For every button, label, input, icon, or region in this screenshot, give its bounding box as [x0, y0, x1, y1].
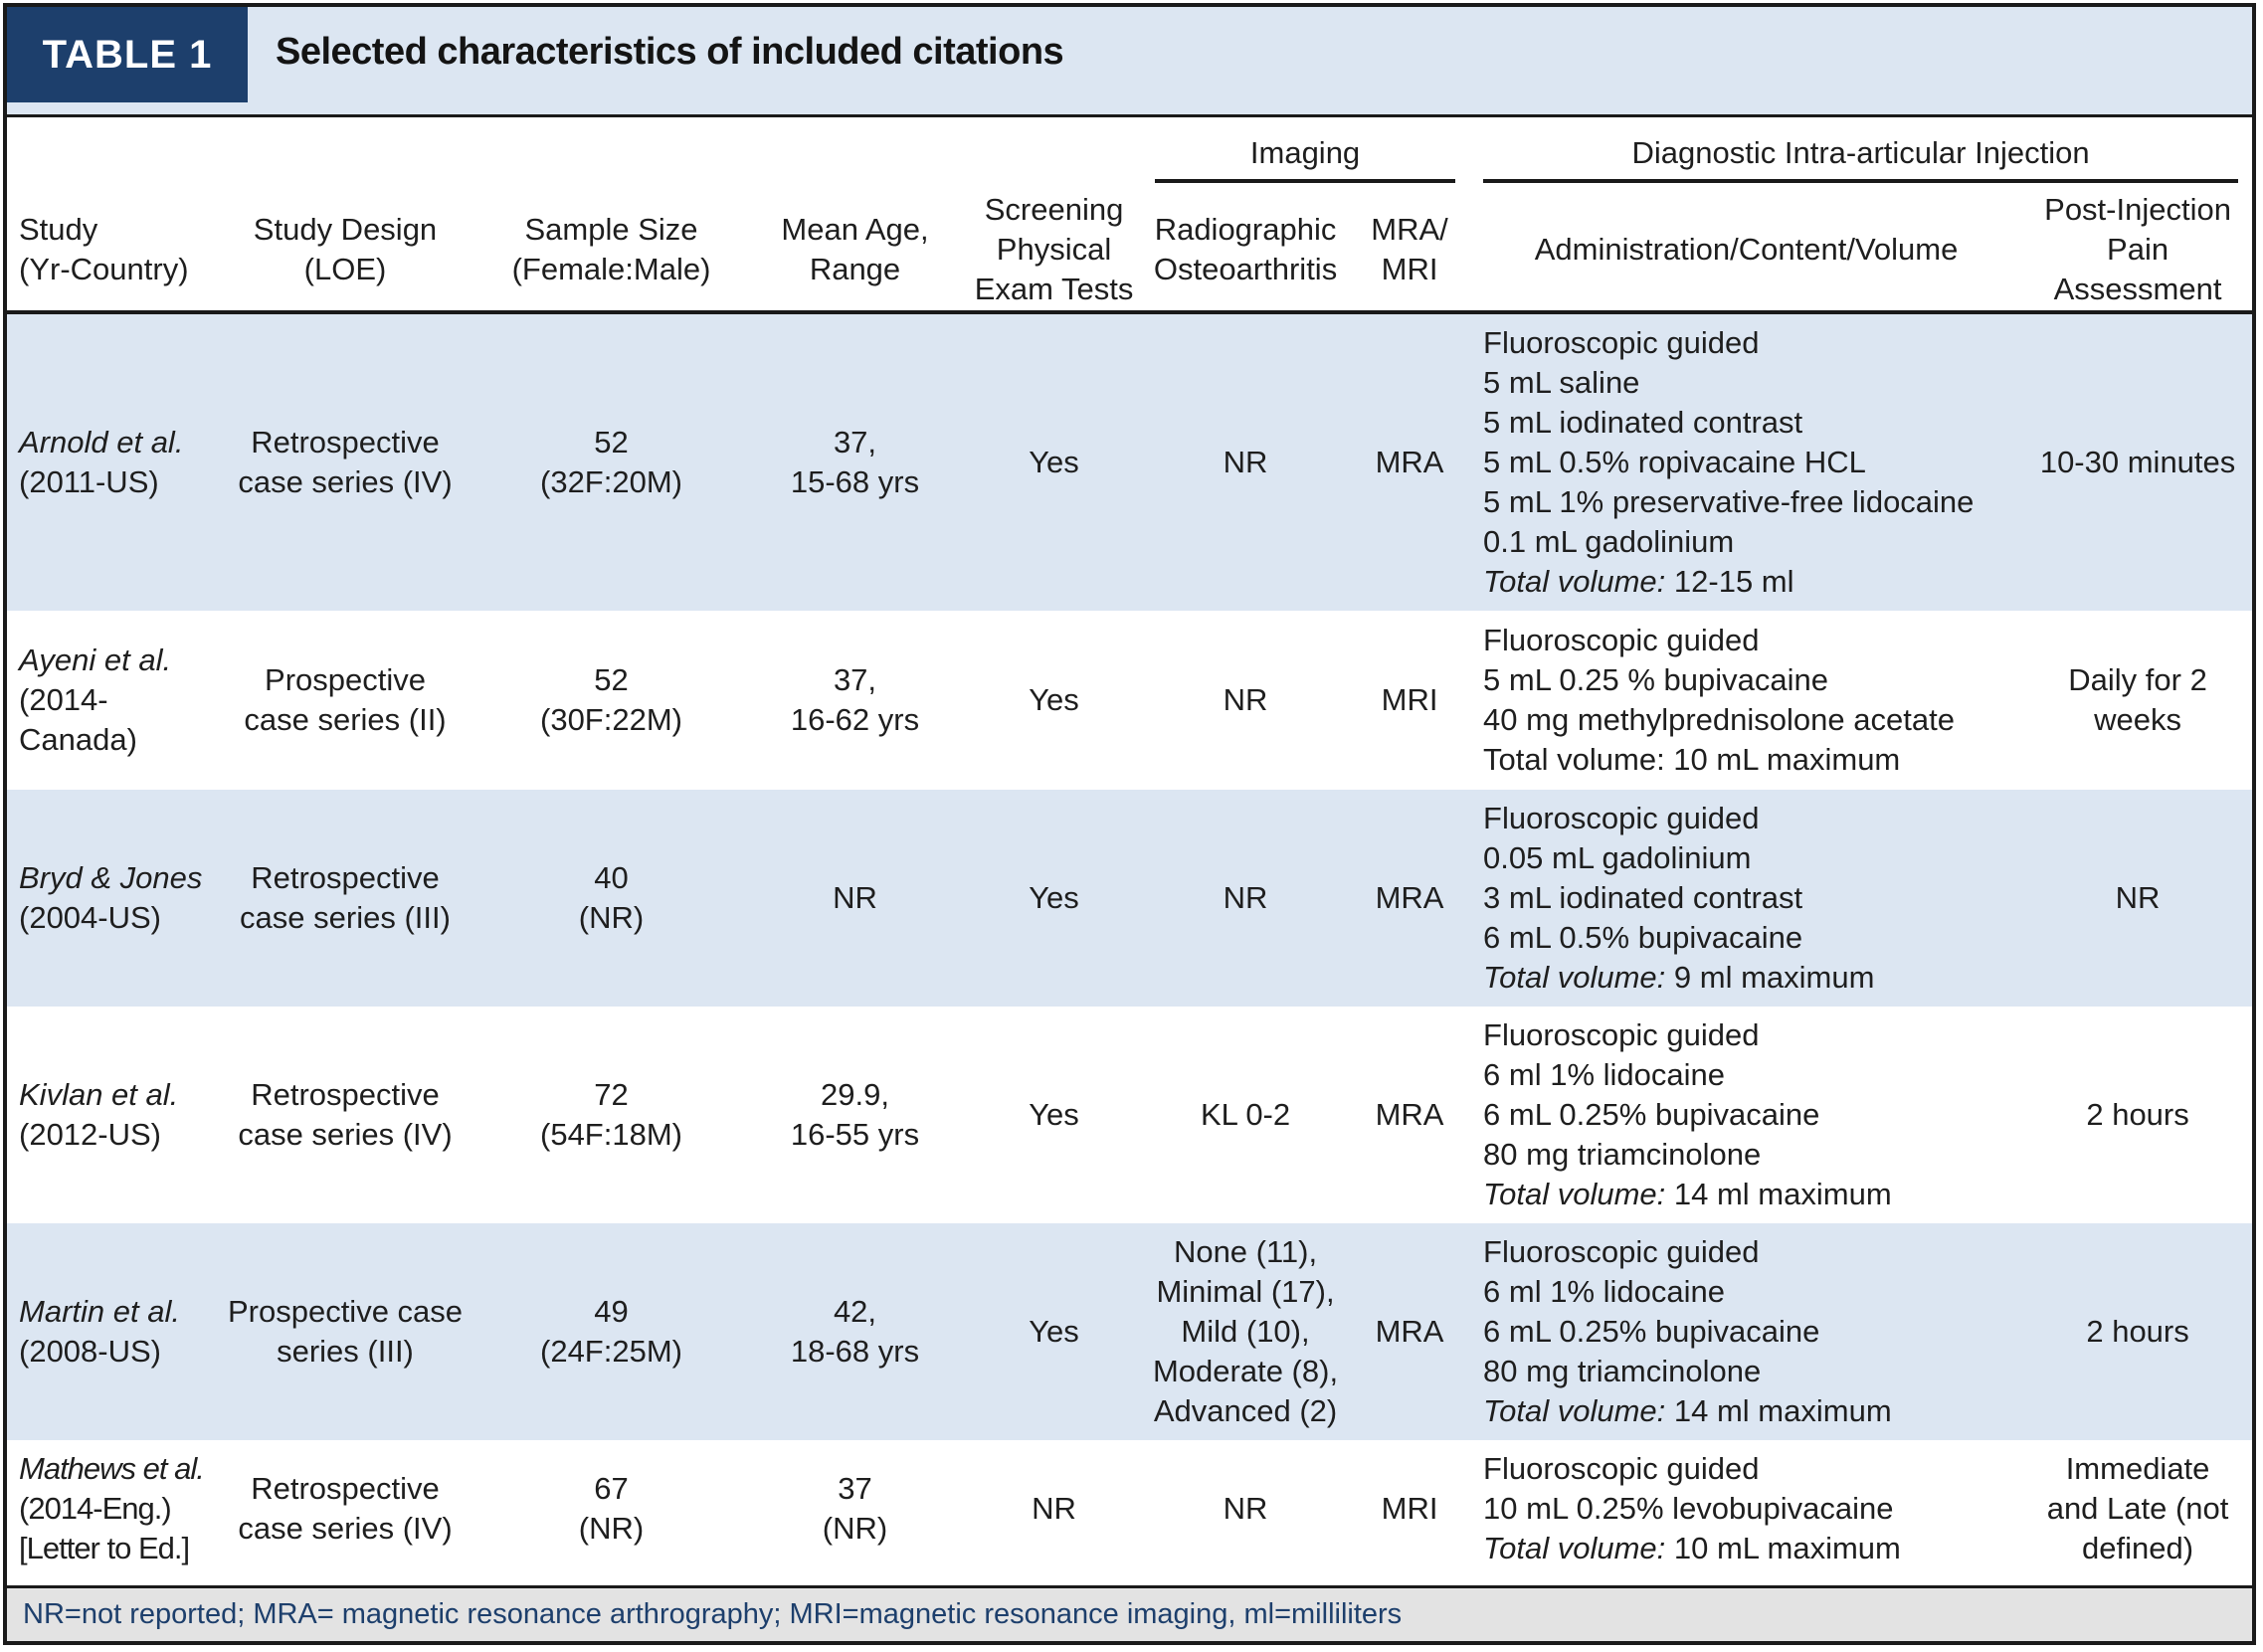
table-footnote: NR=not reported; MRA= magnetic resonance… [7, 1585, 2252, 1641]
sample-cell: 52 (30F:22M) [540, 662, 682, 737]
col-header-admin: Administration/Content/Volume [1469, 189, 2024, 314]
admin-cell: Fluoroscopic guided 0.05 mL gadolinium 3 … [1469, 790, 2024, 1007]
screening-cell: Yes [1029, 1097, 1079, 1132]
table-row: Mathews et al. (2014-Eng.) [Letter to Ed.]… [7, 1440, 2252, 1577]
admin-cell: Fluoroscopic guided 6 ml 1% lidocaine 6 m… [1483, 1017, 1892, 1211]
column-header-row: Study (Yr-Country) Study Design (LOE) Samp… [7, 189, 2253, 314]
injection-group-rule [1483, 179, 2239, 183]
post-cell: NR [2023, 790, 2253, 1007]
admin-cell: Fluoroscopic guided 5 mL saline 5 mL iodin… [1469, 312, 2024, 611]
injection-group-header: Diagnostic Intra-articular Injection [1469, 117, 2252, 189]
radiographic-cell: NR [1223, 682, 1268, 717]
col-header-screening: Screening Physical Exam Tests [967, 189, 1142, 314]
design-cell: Retrospective case series (IV) [238, 1077, 453, 1152]
mra-cell: MRA [1375, 1097, 1444, 1132]
radiographic-cell: NR [1141, 790, 1351, 1007]
admin-cell: Fluoroscopic guided 6 ml 1% lidocaine 6 m… [1469, 1223, 2024, 1440]
design-cell: Retrospective case series (III) [211, 790, 479, 1007]
study-cell: Kivlan et al. (2012-US) [19, 1077, 179, 1152]
col-header-design: Study Design (LOE) [211, 189, 479, 314]
sample-cell: 49 (24F:25M) [479, 1223, 743, 1440]
study-cell: Mathews et al. (2014-Eng.) [Letter to Ed.] [19, 1451, 205, 1565]
sample-cell: 67 (NR) [578, 1471, 645, 1546]
sample-cell: 72 (54F:18M) [540, 1077, 682, 1152]
mra-cell: MRI [1381, 1491, 1438, 1526]
col-header-post: Post-Injection Pain Assessment [2023, 189, 2253, 314]
post-cell: 2 hours [2023, 1223, 2253, 1440]
imaging-group-header: Imaging [1141, 117, 1469, 189]
design-cell: Retrospective case series (IV) [238, 1471, 453, 1546]
col-header-study: Study (Yr-Country) [7, 189, 211, 314]
radiographic-cell: None (11), Minimal (17), Mild (10), Modera… [1141, 1223, 1351, 1440]
screening-cell: Yes [967, 790, 1142, 1007]
title-bar: TABLE 1 Selected characteristics of incl… [7, 7, 2252, 117]
citations-table: Imaging Diagnostic Intra-articular Injec… [7, 117, 2253, 1577]
table-row: Ayeni et al. (2014-Canada) Prospective cas… [7, 611, 2252, 790]
design-cell: Prospective case series (III) [211, 1223, 479, 1440]
post-cell: 10-30 minutes [2023, 312, 2253, 611]
imaging-group-rule [1155, 179, 1456, 183]
age-cell: 37 (NR) [822, 1471, 888, 1546]
study-cell: Arnold et al. (2011-US) [7, 312, 211, 611]
table-title: Selected characteristics of included cit… [276, 31, 1064, 73]
sample-cell: 40 (NR) [479, 790, 743, 1007]
post-cell: Daily for 2 weeks [2068, 662, 2207, 737]
mra-cell: MRA [1350, 1223, 1470, 1440]
screening-cell: Yes [1029, 682, 1079, 717]
age-cell: 29.9, 16-55 yrs [790, 1077, 920, 1152]
admin-cell: Fluoroscopic guided 10 mL 0.25% levobupiv… [1483, 1451, 1901, 1565]
table-figure: TABLE 1 Selected characteristics of incl… [3, 3, 2256, 1645]
admin-cell: Fluoroscopic guided 5 mL 0.25 % bupivacai… [1483, 623, 1955, 777]
study-cell: Martin et al. (2008-US) [7, 1223, 211, 1440]
screening-cell: Yes [967, 312, 1142, 611]
radiographic-cell: KL 0-2 [1200, 1097, 1291, 1132]
age-cell: 37, 15-68 yrs [743, 312, 967, 611]
post-cell: Immediate and Late (not defined) [2046, 1451, 2229, 1565]
radiographic-cell: NR [1141, 312, 1351, 611]
sample-cell: 52 (32F:20M) [479, 312, 743, 611]
table-row: Martin et al. (2008-US) Prospective case s… [7, 1223, 2253, 1440]
age-cell: 37, 16-62 yrs [790, 662, 920, 737]
col-header-mra: MRA/MRI [1350, 189, 1470, 314]
mra-cell: MRI [1381, 682, 1438, 717]
mra-cell: MRA [1350, 312, 1470, 611]
radiographic-cell: NR [1223, 1491, 1268, 1526]
mra-cell: MRA [1350, 790, 1470, 1007]
table-row: Kivlan et al. (2012-US) Retrospective case… [7, 1007, 2252, 1223]
study-cell: Bryd & Jones (2004-US) [7, 790, 211, 1007]
table-row: Bryd & Jones (2004-US) Retrospective case … [7, 790, 2253, 1007]
age-cell: 42, 18-68 yrs [743, 1223, 967, 1440]
age-cell: NR [743, 790, 967, 1007]
col-header-radiographic: Radiographic Osteoarthritis [1141, 189, 1351, 314]
screening-cell: NR [1032, 1491, 1076, 1526]
design-cell: Retrospective case series (IV) [211, 312, 479, 611]
table-row: Arnold et al. (2011-US) Retrospective case… [7, 312, 2253, 611]
screening-cell: Yes [967, 1223, 1142, 1440]
design-cell: Prospective case series (II) [244, 662, 447, 737]
post-cell: 2 hours [2086, 1097, 2189, 1132]
table-tag: TABLE 1 [7, 7, 248, 102]
col-header-sample: Sample Size (Female:Male) [479, 189, 743, 314]
col-header-age: Mean Age, Range [743, 189, 967, 314]
study-cell: Ayeni et al. (2014-Canada) [19, 642, 172, 757]
group-header-row: Imaging Diagnostic Intra-articular Injec… [7, 117, 2252, 189]
